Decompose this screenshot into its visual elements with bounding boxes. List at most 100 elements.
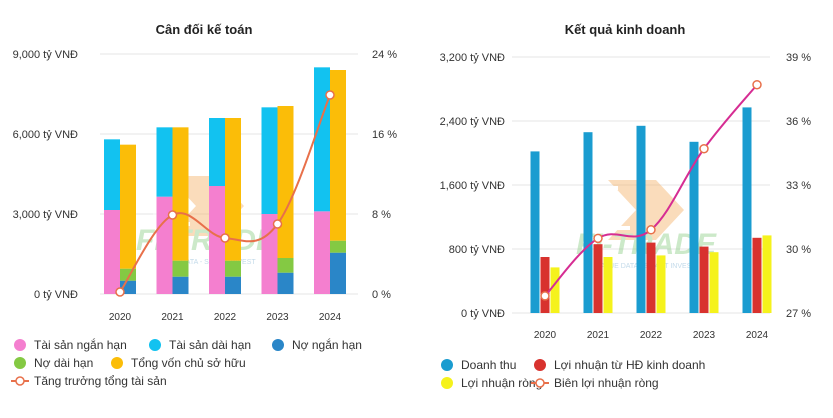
bar-Tài sản dài hạn-2022[interactable] bbox=[209, 118, 225, 186]
bar-Lợi nhuận từ HĐ kinh doanh-2023[interactable] bbox=[699, 246, 709, 313]
legend-item[interactable]: Nợ dài hạn bbox=[14, 356, 93, 370]
legend-item[interactable]: Tổng vốn chủ sở hữu bbox=[111, 356, 246, 370]
bar-Lợi nhuận từ HĐ kinh doanh-2024[interactable] bbox=[752, 237, 762, 313]
legend-swatch bbox=[111, 357, 123, 369]
y-left-tick-label: 800 tỷ VNĐ bbox=[449, 244, 505, 256]
y-right-tick-label: 8 % bbox=[372, 209, 391, 221]
bar-Tổng vốn chủ sở hữu-2023[interactable] bbox=[277, 106, 294, 258]
line-point[interactable] bbox=[220, 233, 230, 243]
bar-Nợ ngắn hạn-2022[interactable] bbox=[225, 276, 241, 294]
x-tick-label: 2022 bbox=[214, 312, 237, 323]
legend-item[interactable]: Tài sản ngắn hạn bbox=[14, 337, 127, 352]
bar-Nợ dài hạn-2023[interactable] bbox=[277, 258, 294, 273]
legend-swatch bbox=[149, 339, 161, 351]
legend-item[interactable]: Doanh thu bbox=[441, 358, 516, 372]
legend-label: Lợi nhuận từ HĐ kinh doanh bbox=[554, 358, 705, 372]
bar-Tài sản ngắn hạn-2022[interactable] bbox=[209, 186, 225, 294]
line-point[interactable] bbox=[167, 210, 178, 220]
legend-swatch bbox=[272, 339, 284, 351]
bar-Tài sản dài hạn-2021[interactable] bbox=[156, 127, 173, 197]
x-tick-label: 2023 bbox=[693, 330, 716, 341]
bar-Nợ ngắn hạn-2024[interactable] bbox=[330, 252, 346, 294]
bar-Nợ ngắn hạn-2023[interactable] bbox=[277, 272, 294, 294]
line-series-Tăng trưởng tổng tài sản bbox=[115, 90, 335, 297]
bar-Lợi nhuận ròng-2023[interactable] bbox=[709, 252, 719, 313]
bar-Tổng vốn chủ sở hữu-2020[interactable] bbox=[120, 144, 136, 269]
legend-label: Tài sản ngắn hạn bbox=[34, 337, 127, 352]
chart-2-legend: Doanh thu Lợi nhuận từ HĐ kinh doanh Lợi n… bbox=[441, 358, 705, 390]
bar-Lợi nhuận ròng-2022[interactable] bbox=[656, 255, 666, 313]
watermark-stripe bbox=[584, 186, 618, 190]
bar-Tài sản ngắn hạn-2024[interactable] bbox=[314, 211, 330, 294]
watermark-stripe bbox=[596, 226, 630, 230]
bar-Doanh thu-2020[interactable] bbox=[530, 151, 540, 313]
line-point[interactable] bbox=[115, 287, 125, 297]
bar-Nợ dài hạn-2024[interactable] bbox=[330, 240, 346, 253]
bar-Lợi nhuận ròng-2021[interactable] bbox=[603, 257, 613, 313]
legend-swatch bbox=[534, 359, 546, 371]
legend-label: Lợi nhuận ròng bbox=[461, 376, 542, 390]
bar-Tài sản ngắn hạn-2020[interactable] bbox=[104, 210, 120, 294]
bar-Lợi nhuận ròng-2024[interactable] bbox=[762, 235, 772, 313]
bar-Tài sản ngắn hạn-2023[interactable] bbox=[261, 214, 278, 294]
y-left-tick-label: 6,000 tỷ VNĐ bbox=[13, 129, 78, 141]
legend-item[interactable]: Lợi nhuận từ HĐ kinh doanh bbox=[534, 358, 705, 372]
bar-Doanh thu-2021[interactable] bbox=[583, 132, 593, 313]
legend-swatch bbox=[14, 339, 26, 351]
legend-item[interactable]: Biên lợi nhuận ròng bbox=[531, 376, 659, 390]
legend-item[interactable]: Tăng trưởng tổng tài sản bbox=[11, 374, 167, 388]
bar-Nợ dài hạn-2022[interactable] bbox=[225, 260, 241, 277]
bar-Doanh thu-2023[interactable] bbox=[689, 141, 699, 313]
line-point[interactable] bbox=[272, 219, 283, 229]
bar-Nợ dài hạn-2021[interactable] bbox=[172, 260, 189, 277]
bar-Tổng vốn chủ sở hữu-2021[interactable] bbox=[172, 127, 189, 261]
y-left-tick-label: 3,200 tỷ VNĐ bbox=[440, 52, 505, 64]
x-tick-label: 2022 bbox=[640, 330, 663, 341]
legend-item[interactable]: Lợi nhuận ròng bbox=[441, 376, 542, 390]
bar-Lợi nhuận từ HĐ kinh doanh-2020[interactable] bbox=[540, 257, 550, 313]
y-right-tick-label: 33 % bbox=[786, 180, 811, 192]
legend-item[interactable]: Tài sản dài hạn bbox=[149, 338, 251, 352]
x-tick-label: 2020 bbox=[109, 312, 132, 323]
legend-label: Nợ ngắn hạn bbox=[292, 337, 362, 352]
y-left-tick-label: 0 tỷ VNĐ bbox=[461, 308, 505, 320]
bar-Tổng vốn chủ sở hữu-2024[interactable] bbox=[330, 70, 346, 241]
bar-Tài sản dài hạn-2024[interactable] bbox=[314, 67, 330, 212]
bar-Lợi nhuận từ HĐ kinh doanh-2021[interactable] bbox=[593, 244, 603, 313]
legend-swatch bbox=[14, 357, 26, 369]
legend-swatch bbox=[441, 359, 453, 371]
bar-Tổng vốn chủ sở hữu-2022[interactable] bbox=[225, 118, 241, 261]
line-point[interactable] bbox=[646, 225, 656, 235]
bar-Nợ ngắn hạn-2021[interactable] bbox=[172, 276, 189, 294]
line-point[interactable] bbox=[699, 143, 709, 154]
bar-Tài sản ngắn hạn-2021[interactable] bbox=[156, 196, 173, 294]
watermark-stripe bbox=[593, 216, 627, 220]
watermark-stripe bbox=[590, 206, 624, 210]
x-tick-label: 2024 bbox=[746, 330, 769, 341]
bar-Doanh thu-2022[interactable] bbox=[636, 125, 646, 313]
y-right-tick-label: 0 % bbox=[372, 289, 391, 301]
line-point[interactable] bbox=[752, 79, 762, 90]
y-right-tick-label: 36 % bbox=[786, 116, 811, 128]
y-right-tick-label: 39 % bbox=[786, 52, 811, 64]
bar-Tài sản dài hạn-2023[interactable] bbox=[261, 107, 278, 214]
line-point[interactable] bbox=[325, 90, 335, 100]
legend-swatch-marker bbox=[15, 376, 25, 386]
legend-label: Biên lợi nhuận ròng bbox=[554, 376, 659, 390]
line-point[interactable] bbox=[540, 291, 550, 301]
watermark-arrow-icon bbox=[608, 180, 684, 240]
y-right-tick-label: 24 % bbox=[372, 49, 397, 61]
legend-label: Tăng trưởng tổng tài sản bbox=[34, 374, 167, 388]
bar-Doanh thu-2024[interactable] bbox=[742, 107, 752, 314]
line-series-Biên lợi nhuận ròng bbox=[540, 79, 762, 301]
line-point[interactable] bbox=[593, 233, 603, 244]
bar-Lợi nhuận từ HĐ kinh doanh-2022[interactable] bbox=[646, 242, 656, 313]
y-left-tick-label: 9,000 tỷ VNĐ bbox=[13, 49, 78, 61]
legend-item[interactable]: Nợ ngắn hạn bbox=[272, 337, 362, 352]
legend-label: Tài sản dài hạn bbox=[169, 338, 251, 352]
bar-Tài sản dài hạn-2020[interactable] bbox=[104, 139, 120, 210]
bar-Lợi nhuận ròng-2020[interactable] bbox=[550, 267, 560, 313]
chart-1-bars bbox=[104, 67, 346, 294]
